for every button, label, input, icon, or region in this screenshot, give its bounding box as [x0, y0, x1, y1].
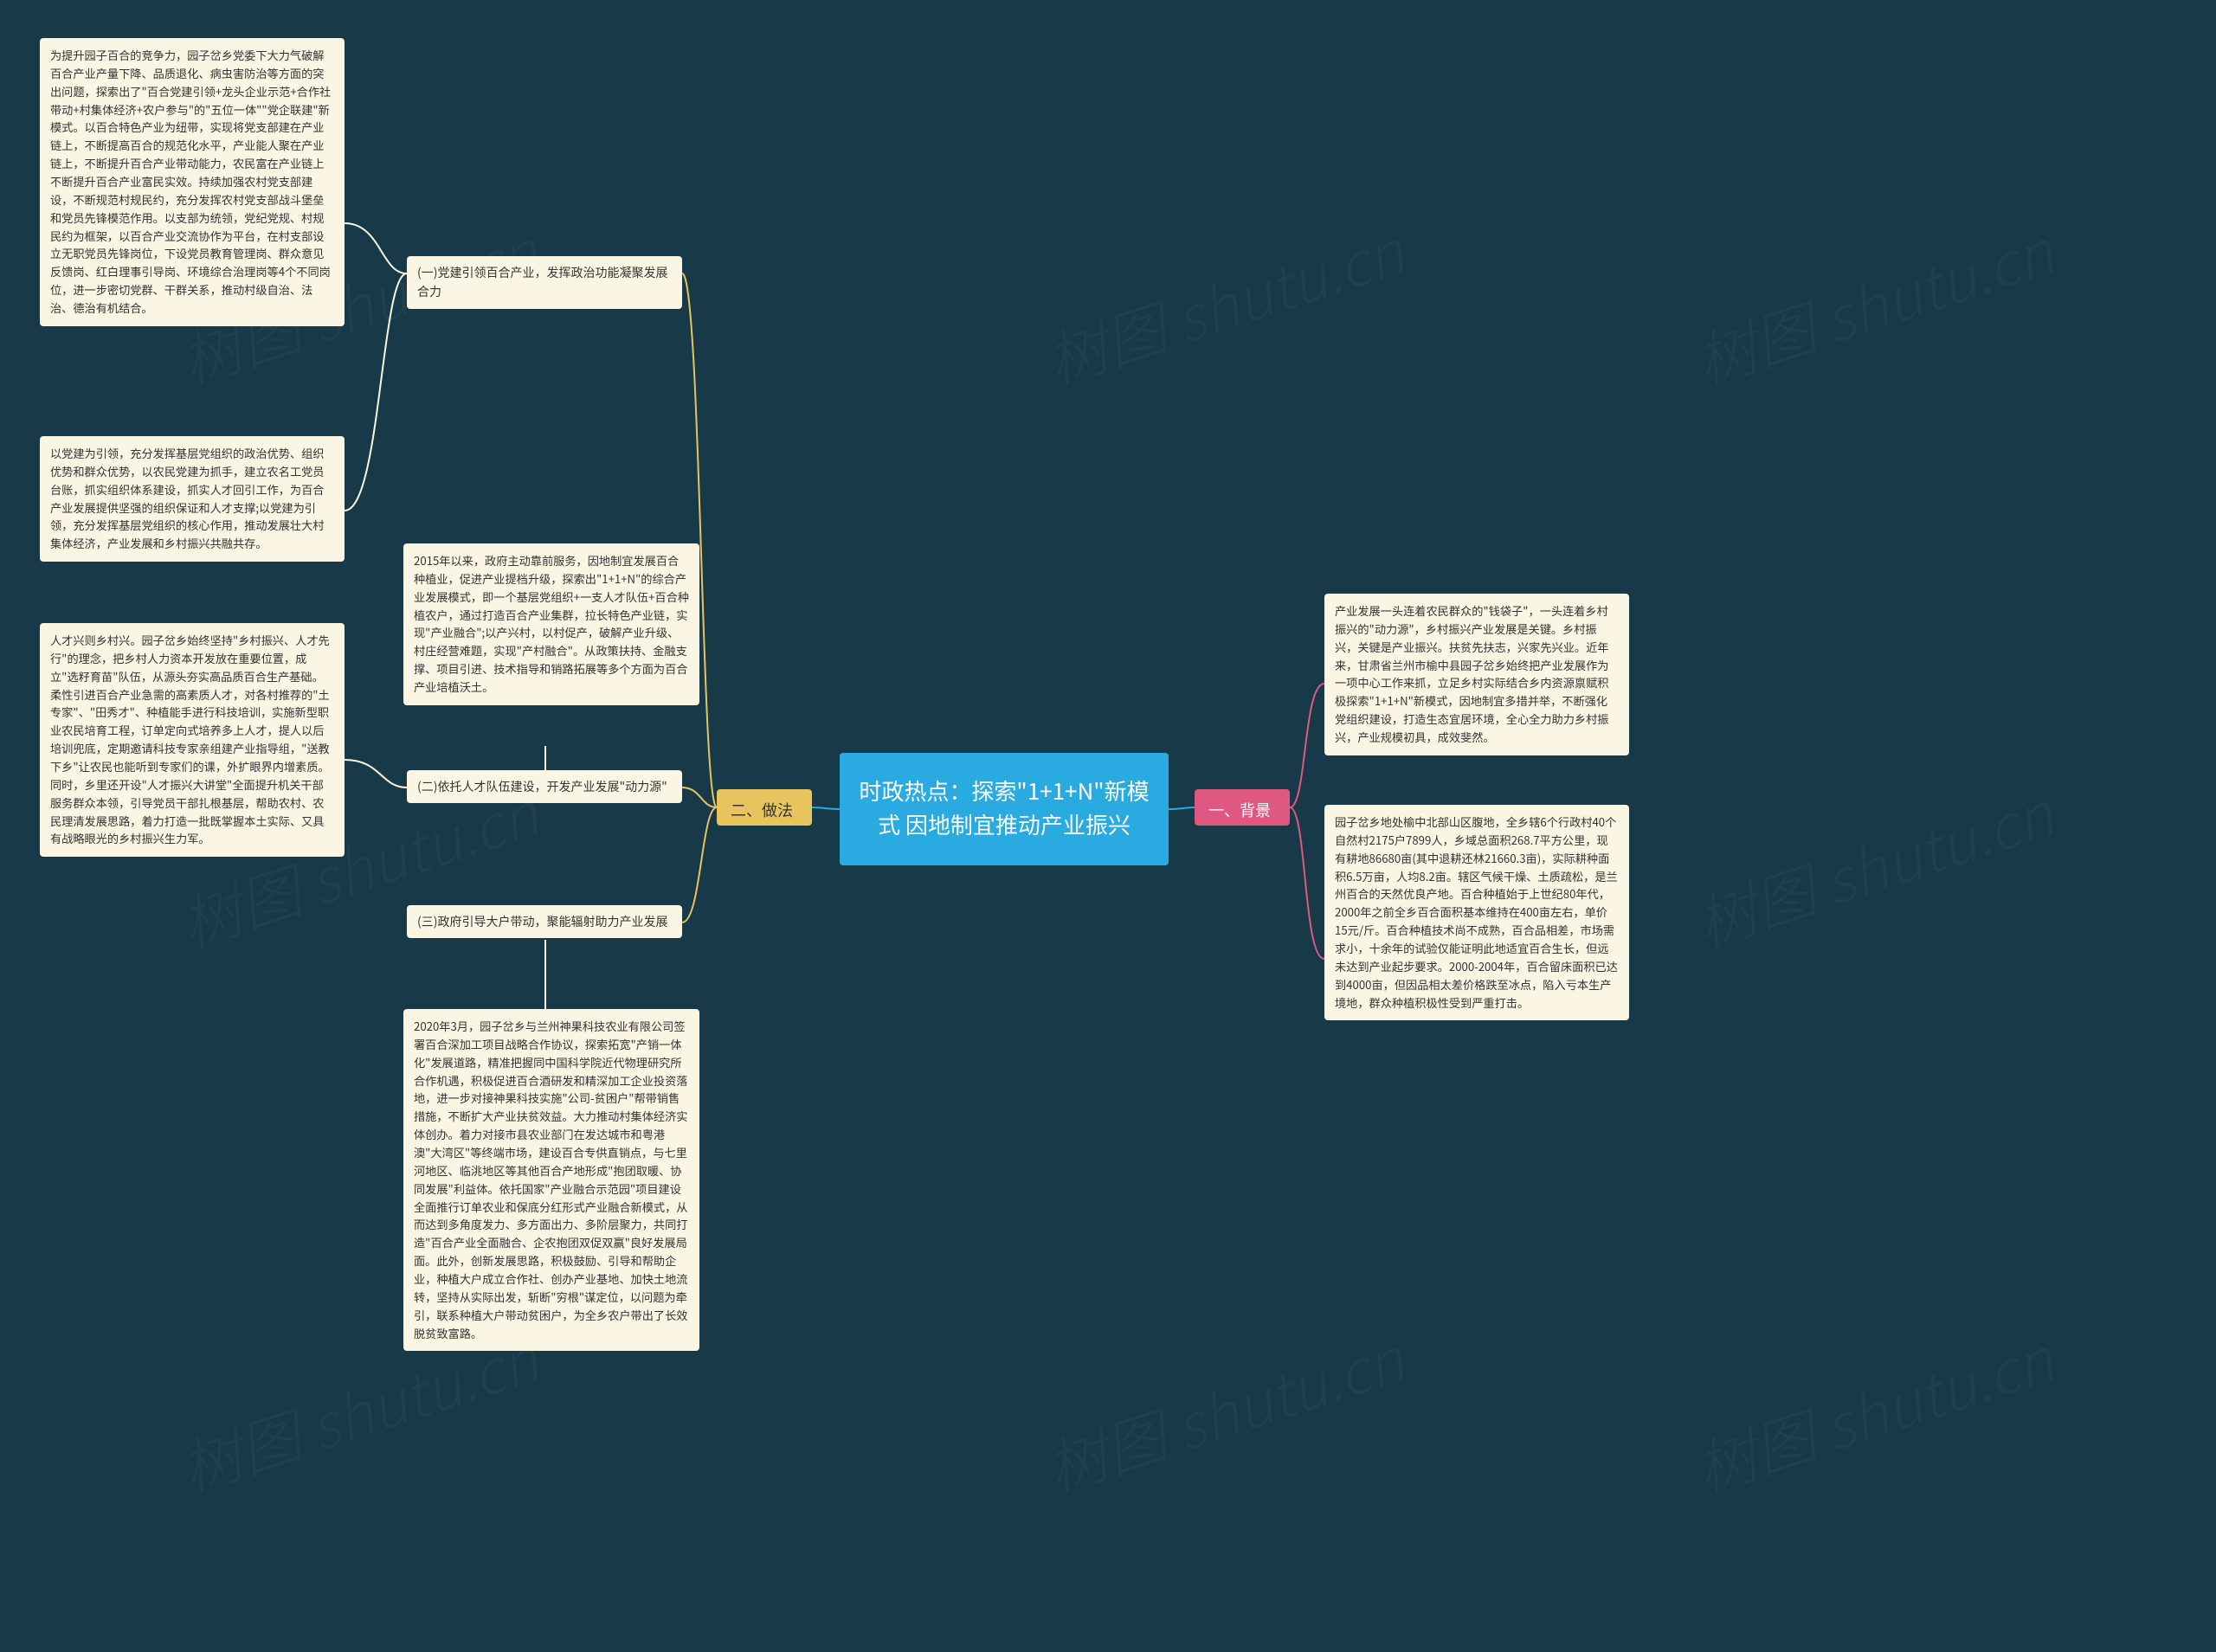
watermark: 树图 shutu.cn [1684, 204, 2064, 402]
leaf-m3a[interactable]: 2020年3月，园子岔乡与兰州神果科技农业有限公司签署百合深加工项目战略合作协议… [403, 1009, 699, 1351]
leaf-m1a[interactable]: 为提升园子百合的竞争力，园子岔乡党委下大力气破解百合产业产量下降、品质退化、病虫… [40, 38, 345, 326]
branch-method[interactable]: 二、做法 [717, 789, 812, 826]
leaf-m2a[interactable]: 人才兴则乡村兴。园子岔乡始终坚持"乡村振兴、人才先行"的理念，把乡村人力资本开发… [40, 623, 345, 857]
watermark: 树图 shutu.cn [1034, 1312, 1414, 1509]
heading-m2[interactable]: (二)依托人才队伍建设，开发产业发展"动力源" [407, 770, 682, 803]
watermark: 树图 shutu.cn [1034, 204, 1414, 402]
watermark: 树图 shutu.cn [1684, 767, 2064, 964]
leaf-m1b[interactable]: 以党建为引领，充分发挥基层党组织的政治优势、组织优势和群众优势，以农民党建为抓手… [40, 436, 345, 562]
branch-background[interactable]: 一、背景 [1195, 789, 1290, 826]
leaf-m2b[interactable]: 2015年以来，政府主动靠前服务，因地制宜发展百合种植业，促进产业提档升级，探索… [403, 543, 699, 705]
heading-m3[interactable]: (三)政府引导大户带动，聚能辐射助力产业发展 [407, 905, 682, 938]
central-topic[interactable]: 时政热点：探索"1+1+N"新模式 因地制宜推动产业振兴 [840, 753, 1169, 865]
leaf-background-2[interactable]: 园子岔乡地处榆中北部山区腹地，全乡辖6个行政村40个自然村2175户7899人，… [1324, 805, 1629, 1020]
watermark: 树图 shutu.cn [1684, 1312, 2064, 1509]
leaf-background-1[interactable]: 产业发展一头连着农民群众的"钱袋子"，一头连着乡村振兴的"动力源"，乡村振兴产业… [1324, 594, 1629, 755]
heading-m1[interactable]: (一)党建引领百合产业，发挥政治功能凝聚发展合力 [407, 256, 682, 309]
